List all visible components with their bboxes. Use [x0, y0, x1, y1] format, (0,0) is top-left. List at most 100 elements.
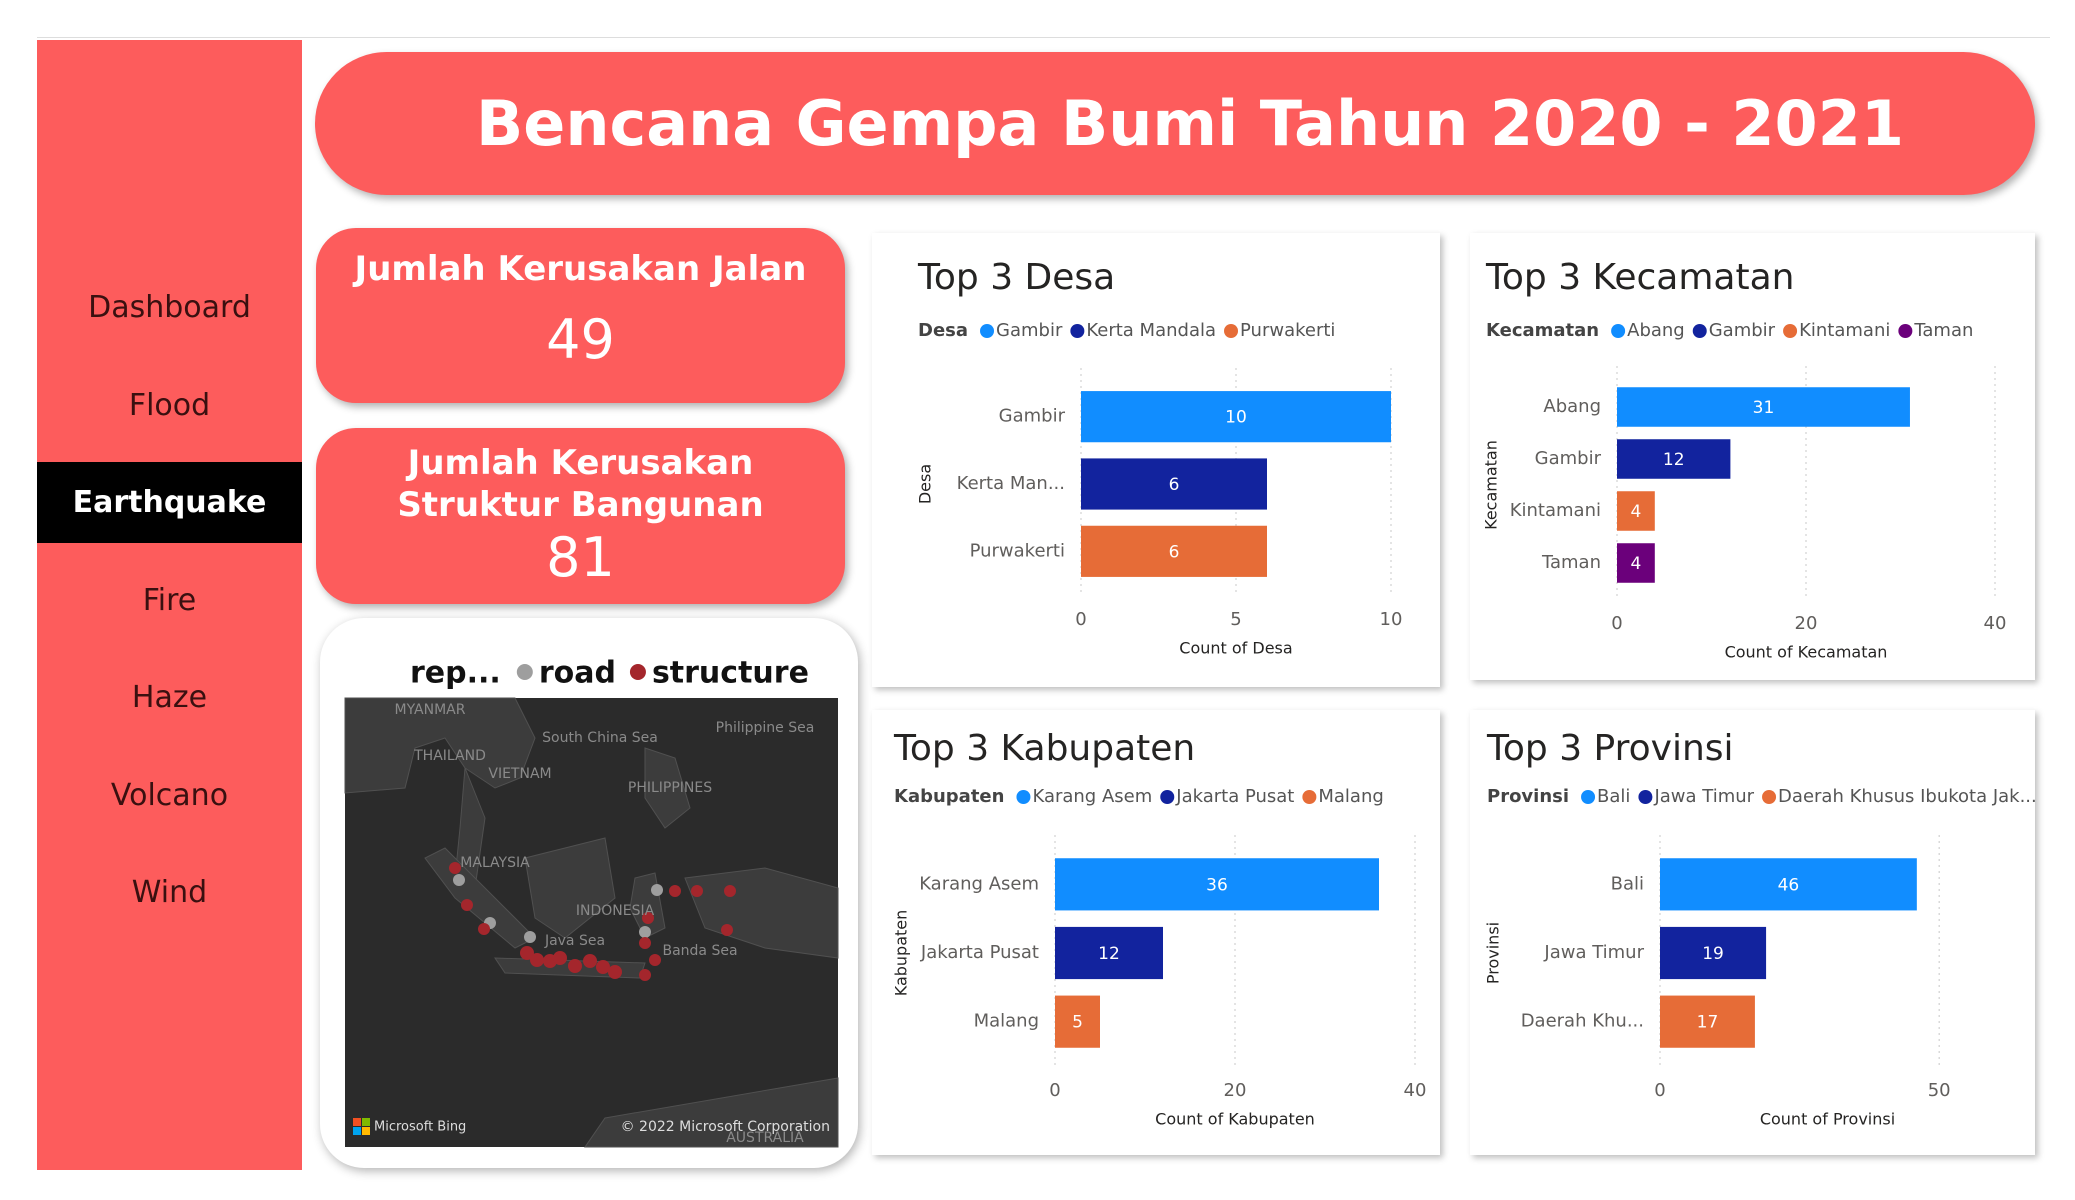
- bar: [1660, 926, 1767, 980]
- map-legend-marker: [629, 664, 646, 680]
- bar: [1081, 391, 1391, 443]
- map-place-label: INDONESIA: [576, 903, 655, 919]
- chart-title: Top 3 Desa: [917, 257, 1115, 298]
- legend-title: Kecamatan: [1486, 320, 1599, 341]
- bar-value-label: 31: [1753, 398, 1775, 418]
- legend-label: Karang Asem: [1032, 786, 1152, 807]
- bar-value-label: 4: [1630, 502, 1641, 522]
- x-tick-label: 5: [1230, 609, 1241, 630]
- legend-label: Purwakerti: [1240, 320, 1335, 341]
- x-tick-label: 40: [1984, 613, 2007, 634]
- bar-value-label: 36: [1206, 875, 1228, 895]
- bar-value-label: 12: [1098, 944, 1120, 964]
- x-axis-title: Count of Kecamatan: [1725, 643, 1888, 662]
- legend-marker: [1611, 324, 1626, 338]
- legend-label: Abang: [1627, 320, 1685, 341]
- nav-item[interactable]: Fire: [142, 582, 197, 618]
- bar: [1617, 387, 1910, 427]
- x-tick-label: 40: [1404, 1080, 1427, 1101]
- nav-item[interactable]: Dashboard: [88, 290, 251, 325]
- bar-chart: Top 3 Kabupaten Kabupaten Karang Asem Jakar…: [892, 728, 1427, 1129]
- map-points: [449, 862, 736, 981]
- chart-title: Top 3 Provinsi: [1486, 728, 1734, 769]
- bar: [1055, 858, 1379, 911]
- bar: [1055, 995, 1100, 1048]
- map-attribution: © 2022 Microsoft Corporation: [621, 1119, 830, 1135]
- kpi-label: Jumlah Kerusakan Struktur Bangunan: [397, 443, 764, 525]
- map-legend-label: road: [539, 656, 616, 691]
- map-place-label: South China Sea: [542, 730, 658, 746]
- x-axis-title: Count of Provinsi: [1760, 1110, 1895, 1129]
- kpi-card: Jumlah Kerusakan Jalan 49: [316, 228, 845, 403]
- bar-chart: Top 3 Kecamatan Kecamatan Abang Gambir Kinta…: [1482, 257, 2007, 662]
- legend-marker: [1762, 790, 1777, 804]
- chart-panel: [1470, 233, 2035, 680]
- kpi-value: 81: [546, 526, 615, 589]
- sidebar: [37, 40, 302, 1170]
- y-tick-label: Jawa Timur: [1543, 942, 1644, 963]
- nav-item[interactable]: Earthquake: [37, 462, 302, 543]
- kpi-value: 49: [546, 308, 615, 371]
- bar-value-label: 6: [1169, 475, 1180, 495]
- y-tick-label: Gambir: [999, 406, 1066, 427]
- legend-marker: [1302, 790, 1317, 804]
- legend-label: Jawa Timur: [1653, 786, 1754, 807]
- x-tick-label: 20: [1224, 1080, 1247, 1101]
- nav-item[interactable]: Wind: [131, 875, 208, 910]
- bar: [1055, 926, 1163, 980]
- bar-value-label: 10: [1225, 408, 1247, 428]
- nav-item[interactable]: Flood: [128, 387, 211, 423]
- map-card: rep...: [320, 618, 858, 1168]
- legend-label: Gambir: [996, 320, 1063, 341]
- legend-marker: [1016, 790, 1031, 804]
- chart-title: Top 3 Kecamatan: [1485, 257, 1794, 298]
- page-title: Bencana Gempa Bumi Tahun 2020 - 2021: [476, 87, 1904, 160]
- y-axis-title: Provinsi: [1484, 922, 1503, 984]
- y-tick-label: Karang Asem: [919, 873, 1039, 894]
- y-tick-label: Purwakerti: [970, 540, 1065, 561]
- bar-chart: Top 3 Desa Desa Gambir Kerta Mandala Purwake…: [916, 257, 1403, 658]
- x-tick-label: 0: [1611, 613, 1622, 634]
- legend-label: Kerta Mandala: [1086, 320, 1216, 341]
- nav-item[interactable]: Haze: [131, 680, 208, 715]
- nav-item[interactable]: Volcano: [110, 777, 229, 813]
- map-place-label: Banda Sea: [662, 943, 737, 959]
- map-place-label: MALAYSIA: [460, 855, 530, 871]
- bar-value-label: 46: [1778, 875, 1800, 895]
- bar: [1081, 525, 1267, 577]
- legend-title: Provinsi: [1487, 786, 1569, 807]
- bar: [1081, 458, 1267, 510]
- y-tick-label: Bali: [1611, 873, 1644, 894]
- legend-title: Desa: [918, 320, 968, 341]
- map-legend-label: structure: [652, 656, 809, 691]
- bar-value-label: 19: [1702, 944, 1724, 964]
- map-place-label: Philippine Sea: [716, 720, 815, 736]
- legend-label: Bali: [1597, 786, 1630, 807]
- bar-value-label: 4: [1630, 554, 1641, 574]
- bar-value-label: 17: [1697, 1013, 1719, 1033]
- bar-chart: Top 3 Provinsi Provinsi Bali Jawa Timur Daer…: [1484, 728, 2037, 1129]
- map-visual: rep...: [344, 656, 839, 1148]
- map-place-label: MYANMAR: [395, 702, 466, 718]
- legend-label: Daerah Khusus Ibukota Jak...: [1778, 786, 2037, 807]
- bar-value-label: 12: [1663, 450, 1685, 470]
- bar: [1617, 543, 1655, 583]
- y-tick-label: Abang: [1543, 396, 1601, 417]
- legend-marker: [980, 324, 995, 338]
- legend-label: Gambir: [1709, 320, 1776, 341]
- x-axis-title: Count of Desa: [1179, 639, 1292, 658]
- x-tick-label: 50: [1928, 1080, 1951, 1101]
- map-place-label: PHILIPPINES: [628, 780, 712, 796]
- kpi-label: Jumlah Kerusakan Jalan: [354, 249, 807, 289]
- kpi-card: Jumlah Kerusakan Struktur Bangunan 81: [316, 428, 845, 604]
- bar-value-label: 5: [1072, 1013, 1083, 1033]
- map-legend-title: rep...: [410, 656, 501, 691]
- bar: [1660, 858, 1917, 911]
- bar: [1617, 439, 1731, 479]
- x-axis-title: Count of Kabupaten: [1155, 1110, 1315, 1129]
- legend-marker: [1160, 790, 1175, 804]
- x-tick-label: 0: [1049, 1080, 1060, 1101]
- y-tick-label: Taman: [1541, 552, 1601, 573]
- map: Microsoft Bing © 2022 Microsoft Corporat…: [344, 697, 839, 1148]
